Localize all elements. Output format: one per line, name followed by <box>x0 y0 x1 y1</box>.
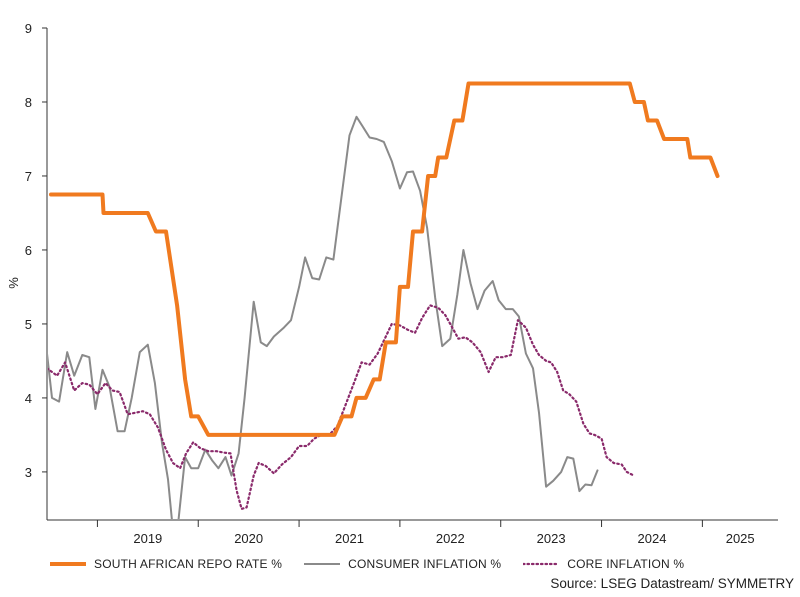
chart-legend: SOUTH AFRICAN REPO RATE % CONSUMER INFLA… <box>50 556 706 572</box>
y-tick-label: 6 <box>25 243 32 258</box>
plot-area <box>48 81 720 519</box>
source-note: Source: LSEG Datastream/ SYMMETRY <box>550 576 794 591</box>
series-line-consumer-inflation <box>48 115 599 519</box>
x-tick-label: 2019 <box>133 531 162 546</box>
legend-label-consumer-inflation: CONSUMER INFLATION % <box>348 557 502 571</box>
x-tick-label: 2022 <box>436 531 465 546</box>
y-tick-label: 7 <box>25 169 32 184</box>
x-tick-label: 2025 <box>726 531 755 546</box>
y-axis-label: % <box>6 277 21 289</box>
y-axis-ticks: 3 4 5 6 7 8 9 <box>25 21 47 480</box>
legend-swatch-core-inflation <box>523 562 560 566</box>
legend-item-core-inflation: CORE INFLATION % <box>523 557 684 571</box>
x-tick-label: 2023 <box>537 531 566 546</box>
y-tick-label: 8 <box>25 95 32 110</box>
legend-swatch-repo-rate <box>50 562 86 566</box>
x-axis-ticks: 2019 2020 2021 2022 2023 2024 2025 <box>96 520 755 546</box>
series-line-core-inflation <box>48 304 635 510</box>
chart-axes <box>46 28 778 521</box>
y-tick-label: 9 <box>25 21 32 36</box>
x-tick-label: 2021 <box>335 531 364 546</box>
legend-item-consumer-inflation: CONSUMER INFLATION % <box>304 557 501 571</box>
y-tick-label: 3 <box>25 465 32 480</box>
series-line-repo-rate <box>49 81 720 437</box>
y-tick-label: 4 <box>25 391 32 406</box>
y-tick-label: 5 <box>25 317 32 332</box>
legend-label-repo-rate: SOUTH AFRICAN REPO RATE % <box>94 557 283 571</box>
legend-label-core-inflation: CORE INFLATION % <box>567 557 685 571</box>
x-tick-label: 2024 <box>638 531 667 546</box>
legend-swatch-consumer-inflation <box>304 563 341 565</box>
x-tick-label: 2020 <box>234 531 263 546</box>
legend-item-repo-rate: SOUTH AFRICAN REPO RATE % <box>50 557 282 571</box>
